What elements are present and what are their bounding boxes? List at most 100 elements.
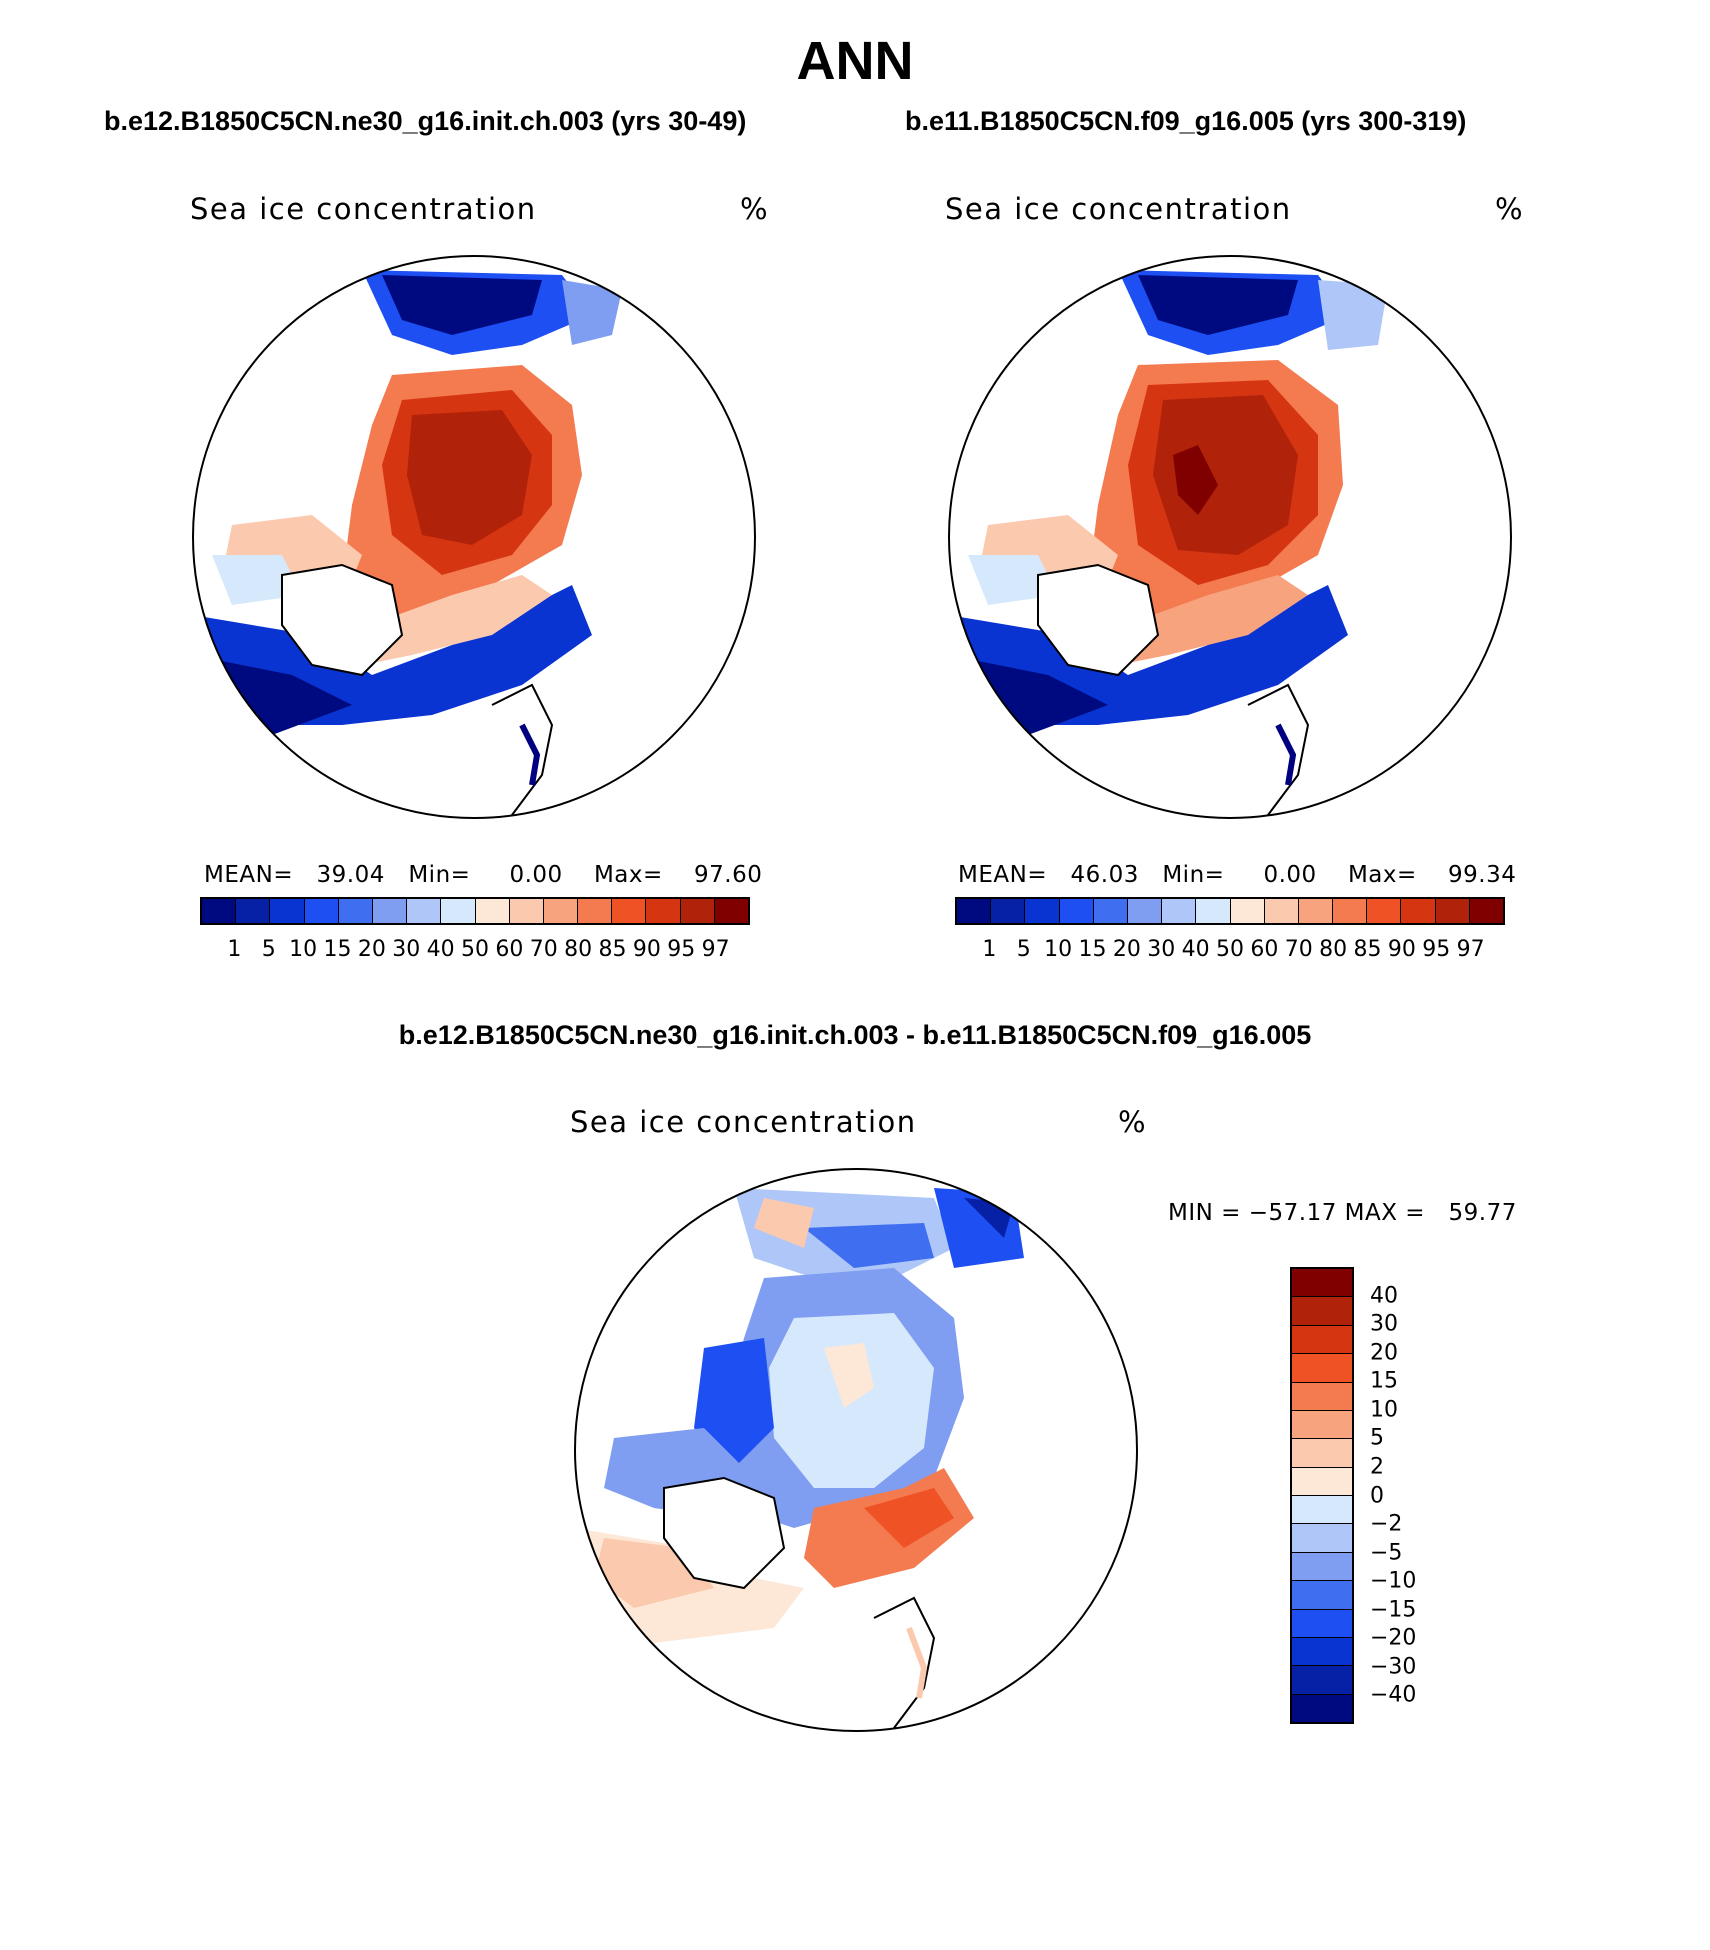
panel2-colorbar-swatch <box>957 899 992 923</box>
diff-minmax: MIN = −57.17 MAX = 59.77 <box>1168 1200 1517 1226</box>
panel2-colorbar-swatch <box>1059 899 1094 923</box>
panel2-colorbar-swatch <box>1127 899 1163 923</box>
diff-colorbar-swatch <box>1292 1666 1352 1695</box>
panel2-colorbar-tick-label: 70 <box>1284 937 1313 962</box>
panel1-colorbar-swatch <box>441 899 476 923</box>
panel2-min-label: Min= <box>1162 862 1225 888</box>
panel2-colorbar-swatch <box>1093 899 1128 923</box>
diff-colorbar <box>1290 1267 1354 1724</box>
panel1-colorbar-swatch <box>714 899 748 923</box>
diff-colorbar-tick-label: 15 <box>1370 1368 1398 1394</box>
panel2-colorbar-swatch <box>1401 899 1436 923</box>
panel1-colorbar-tick-label: 30 <box>392 937 421 962</box>
panel1-colorbar-swatch <box>236 899 271 923</box>
panel1-map <box>192 255 756 819</box>
diff-colorbar-swatch <box>1292 1581 1352 1610</box>
diff-colorbar-tick-label: −10 <box>1370 1568 1417 1594</box>
panel1-colorbar-tick-label: 15 <box>323 937 352 962</box>
panel1-colorbar-swatch <box>372 899 408 923</box>
panel1-min-label: Min= <box>408 862 471 888</box>
panel1-max-value: 97.60 <box>694 862 763 888</box>
panel1-colorbar-swatch <box>646 899 681 923</box>
panel2-colorbar-tick-label: 80 <box>1319 937 1348 962</box>
panel2-colorbar <box>955 897 1505 925</box>
panel2-colorbar-swatch <box>1025 899 1060 923</box>
panel1-colorbar-swatch <box>270 899 305 923</box>
panel2-colorbar-swatch <box>1230 899 1265 923</box>
panel2-colorbar-swatch <box>1333 899 1368 923</box>
panel1-colorbar-tick-label: 50 <box>461 937 489 962</box>
diff-colorbar-tick-label: −2 <box>1370 1511 1403 1537</box>
panel2-colorbar-labels: 1 5 10 15 20 30 40 50 60 70 80 85 90 95 97 <box>955 937 1505 967</box>
panel1-colorbar-swatch <box>304 899 339 923</box>
panel1-colorbar-tick-label: 90 <box>632 937 661 962</box>
diff-variable-units: % <box>1118 1105 1148 1139</box>
panel1-colorbar-tick-label: 95 <box>667 937 696 962</box>
panel2-map <box>948 255 1512 819</box>
diff-colorbar-swatch <box>1292 1297 1352 1326</box>
panel1-colorbar <box>200 897 750 925</box>
panel2-colorbar-tick-label: 85 <box>1353 937 1382 962</box>
panel1-colorbar-tick-label: 97 <box>701 937 730 962</box>
panel2-colorbar-tick-label: 30 <box>1147 937 1176 962</box>
panel1-colorbar-swatch <box>202 899 237 923</box>
panel1-colorbar-swatch <box>578 899 613 923</box>
panel1-colorbar-tick-label: 10 <box>289 937 318 962</box>
diff-colorbar-labels: −40 −30 −20 −15 −10 −5 −2 0 2 5 10 15 20 30 40 <box>1370 1267 1450 1724</box>
panel1-colorbar-labels: 1 5 10 15 20 30 40 50 60 70 80 85 90 95 97 <box>200 937 750 967</box>
panel1-colorbar-swatch <box>338 899 373 923</box>
diff-colorbar-tick-label: 2 <box>1370 1454 1384 1480</box>
panel1-colorbar-swatch <box>680 899 715 923</box>
panel2-colorbar-swatch <box>991 899 1026 923</box>
diff-colorbar-swatch <box>1292 1524 1352 1553</box>
panel2-mean-value: 46.03 <box>1070 862 1139 888</box>
panel2-colorbar-swatch <box>1469 899 1503 923</box>
panel1-colorbar-tick-label: 1 <box>227 937 242 962</box>
diff-colorbar-tick-label: −20 <box>1370 1625 1417 1651</box>
diff-colorbar-swatch <box>1292 1325 1352 1355</box>
diff-colorbar-tick-label: 5 <box>1370 1425 1384 1451</box>
diff-colorbar-swatch <box>1292 1439 1352 1468</box>
panel1-min-value: 0.00 <box>509 862 563 888</box>
diff-colorbar-tick-label: 10 <box>1370 1397 1398 1423</box>
panel1-variable-units: % <box>740 192 770 226</box>
panel1-colorbar-tick-label: 5 <box>261 937 276 962</box>
diff-colorbar-tick-label: −40 <box>1370 1682 1417 1708</box>
panel2-colorbar-tick-label: 90 <box>1387 937 1416 962</box>
diff-colorbar-tick-label: 20 <box>1370 1340 1398 1366</box>
diff-colorbar-swatch <box>1292 1637 1352 1667</box>
panel2-colorbar-tick-label: 5 <box>1016 937 1031 962</box>
panel1-mean-label: MEAN= <box>204 862 294 888</box>
panel2-colorbar-tick-label: 97 <box>1456 937 1485 962</box>
panel2-colorbar-tick-label: 50 <box>1216 937 1244 962</box>
panel1-colorbar-swatch <box>543 899 579 923</box>
diff-colorbar-swatch <box>1292 1354 1352 1383</box>
diff-variable-name: Sea ice concentration <box>570 1105 917 1139</box>
panel2-mean-label: MEAN= <box>958 862 1048 888</box>
panel2-colorbar-tick-label: 1 <box>982 937 997 962</box>
panel2-case-title: b.e11.B1850C5CN.f09_g16.005 (yrs 300-319… <box>905 106 1467 136</box>
panel2-colorbar-swatch <box>1298 899 1334 923</box>
panel2-colorbar-tick-label: 10 <box>1044 937 1073 962</box>
panel2-colorbar-swatch <box>1435 899 1470 923</box>
panel1-colorbar-tick-label: 85 <box>598 937 627 962</box>
panel2-colorbar-swatch <box>1162 899 1197 923</box>
panel2-greenland <box>1037 563 1160 677</box>
diff-title: b.e12.B1850C5CN.ne30_g16.init.ch.003 - b… <box>398 1020 1312 1050</box>
diff-colorbar-swatch <box>1292 1609 1352 1638</box>
diff-colorbar-tick-label: −15 <box>1370 1597 1417 1623</box>
diff-map <box>574 1168 1138 1732</box>
panel2-colorbar-tick-label: 95 <box>1422 937 1451 962</box>
panel2-colorbar-swatch <box>1264 899 1299 923</box>
diff-colorbar-tick-label: 40 <box>1370 1283 1398 1309</box>
panel1-colorbar-swatch <box>475 899 510 923</box>
diff-colorbar-tick-label: −5 <box>1370 1540 1403 1566</box>
diff-colorbar-swatch <box>1292 1382 1352 1411</box>
panel1-colorbar-tick-label: 80 <box>564 937 593 962</box>
panel2-variable-units: % <box>1495 192 1525 226</box>
panel1-colorbar-tick-label: 70 <box>529 937 558 962</box>
panel1-max-label: Max= <box>593 862 663 888</box>
panel1-colorbar-swatch <box>407 899 442 923</box>
panel2-max-value: 99.34 <box>1448 862 1517 888</box>
diff-colorbar-tick-label: 0 <box>1370 1483 1384 1508</box>
